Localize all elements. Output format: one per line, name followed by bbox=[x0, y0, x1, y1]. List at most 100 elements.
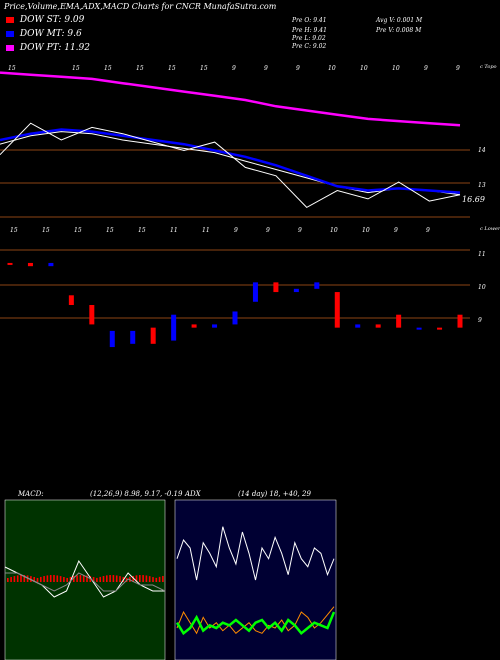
legend-label-pt: DOW PT: 11.92 bbox=[19, 43, 90, 53]
macd-histogram-bar-1 bbox=[10, 576, 12, 582]
macd-histogram-bar-17 bbox=[63, 577, 65, 582]
candle-4 bbox=[89, 305, 95, 325]
macd-histogram-bar-12 bbox=[46, 575, 49, 582]
info-pre-close: Pre C: 9.02 bbox=[292, 43, 327, 50]
macd-histogram-bar-21 bbox=[76, 575, 78, 582]
candle-13 bbox=[273, 282, 279, 293]
price-top-tick-13: 9 bbox=[424, 65, 428, 72]
macd-histogram-bar-16 bbox=[59, 576, 62, 582]
candle-11 bbox=[232, 311, 238, 325]
macd-histogram-bar-39 bbox=[135, 575, 138, 582]
candle-top-tick-8: 9 bbox=[266, 227, 270, 234]
candle-0 bbox=[7, 262, 13, 265]
legend-dow-st: DOW ST: 9.09 bbox=[6, 15, 84, 25]
macd-histogram-bar-44 bbox=[152, 577, 154, 582]
macd-histogram-bar-10 bbox=[40, 576, 42, 582]
price-top-tick-12: 10 bbox=[392, 65, 400, 72]
candle-axis-caption: c Lower bbox=[480, 226, 500, 232]
macd-histogram-bar-2 bbox=[13, 576, 16, 582]
macd-histogram-bar-34 bbox=[119, 576, 121, 582]
legend-dow-mt: DOW MT: 9.6 bbox=[6, 29, 82, 39]
macd-histogram-bar-31 bbox=[109, 575, 111, 582]
macd-histogram-bar-22 bbox=[79, 575, 82, 582]
macd-histogram-bar-41 bbox=[142, 575, 144, 582]
macd-values: (12,26,9) 8.98, 9.17, -0.19 bbox=[90, 490, 183, 498]
info-pre-volume: Pre V: 0.008 M bbox=[376, 27, 422, 34]
info-avg-volume: Avg V: 0.001 M bbox=[376, 17, 423, 24]
macd-histogram-bar-15 bbox=[56, 575, 59, 582]
candle-7 bbox=[150, 327, 156, 344]
macd-panel-bg bbox=[4, 499, 166, 660]
adx-values: (14 day) 18, +40, 29 bbox=[238, 490, 311, 498]
candle-top-tick-4: 15 bbox=[138, 227, 146, 234]
macd-histogram-bar-26 bbox=[92, 577, 95, 582]
candle-17 bbox=[355, 324, 361, 328]
price-series-line-0 bbox=[0, 71, 461, 127]
price-series-line-2 bbox=[0, 128, 461, 194]
macd-histogram-bar-14 bbox=[53, 575, 55, 582]
price-top-tick-8: 9 bbox=[264, 65, 268, 72]
price-top-tick-2: 15 bbox=[72, 65, 80, 72]
chart-title: Price,Volume,EMA,ADX,MACD Charts for CNC… bbox=[4, 2, 277, 11]
price-y-label-1: 13 bbox=[478, 182, 486, 189]
macd-histogram-bar-46 bbox=[158, 576, 161, 582]
macd-histogram-bar-7 bbox=[30, 576, 32, 582]
candle-top-tick-11: 10 bbox=[362, 227, 370, 234]
candle-top-tick-0: 15 bbox=[10, 227, 18, 234]
price-y-label-0: 14 bbox=[478, 147, 486, 154]
candle-8 bbox=[171, 314, 177, 341]
candle-2 bbox=[48, 262, 54, 267]
candle-3 bbox=[68, 295, 74, 305]
macd-histogram-bar-3 bbox=[16, 575, 19, 582]
candle-top-tick-13: 9 bbox=[426, 227, 430, 234]
candle-10 bbox=[212, 324, 218, 328]
macd-series-line-1 bbox=[5, 572, 166, 592]
last-price-label: 16.69 bbox=[462, 195, 485, 204]
macd-histogram-bar-24 bbox=[86, 575, 88, 582]
price-top-tick-14: 9 bbox=[456, 65, 460, 72]
price-top-tick-4: 15 bbox=[136, 65, 144, 72]
price-top-tick-11: 10 bbox=[360, 65, 368, 72]
candle-top-tick-5: 11 bbox=[170, 227, 178, 234]
macd-histogram-bar-43 bbox=[148, 576, 151, 582]
macd-histogram-bar-38 bbox=[132, 575, 134, 582]
macd-histogram-bar-42 bbox=[145, 575, 148, 582]
candle-top-tick-12: 9 bbox=[394, 227, 398, 234]
macd-histogram-bar-9 bbox=[36, 577, 39, 582]
candle-top-tick-3: 15 bbox=[106, 227, 114, 234]
candle-22 bbox=[457, 314, 463, 328]
info-pre-low: Pre L: 9.02 bbox=[292, 35, 326, 42]
macd-histogram-bar-13 bbox=[49, 575, 52, 582]
candle-18 bbox=[375, 324, 381, 328]
macd-histogram-bar-11 bbox=[43, 576, 45, 582]
macd-histogram-bar-23 bbox=[82, 575, 85, 582]
price-series-line-3 bbox=[0, 122, 461, 209]
macd-histogram-bar-27 bbox=[96, 577, 98, 582]
macd-histogram-bar-6 bbox=[26, 575, 29, 582]
macd-histogram-bar-4 bbox=[20, 575, 22, 582]
candle-12 bbox=[252, 282, 258, 302]
candle-6 bbox=[130, 330, 136, 344]
macd-histogram-bar-30 bbox=[106, 575, 108, 582]
price-top-tick-5: 15 bbox=[168, 65, 176, 72]
macd-histogram-bar-47 bbox=[162, 575, 164, 582]
candle-15 bbox=[314, 282, 320, 289]
candle-y-label-2: 9 bbox=[478, 317, 482, 324]
macd-histogram-bar-0 bbox=[7, 578, 9, 582]
candle-20 bbox=[416, 327, 422, 330]
price-top-tick-9: 9 bbox=[296, 65, 300, 72]
candle-top-tick-6: 11 bbox=[202, 227, 210, 234]
adx-series-line-1 bbox=[176, 606, 335, 635]
candle-9 bbox=[191, 324, 197, 328]
candle-19 bbox=[396, 314, 402, 328]
candle-16 bbox=[334, 292, 340, 328]
legend-dow-pt: DOW PT: 11.92 bbox=[6, 43, 90, 53]
macd-histogram-bar-32 bbox=[112, 575, 115, 582]
price-series-line-1 bbox=[0, 131, 461, 196]
macd-histogram-bar-33 bbox=[115, 575, 118, 582]
candle-top-tick-7: 9 bbox=[234, 227, 238, 234]
macd-histogram-bar-8 bbox=[33, 576, 35, 582]
legend-swatch-st bbox=[6, 16, 14, 23]
candle-5 bbox=[109, 330, 115, 348]
